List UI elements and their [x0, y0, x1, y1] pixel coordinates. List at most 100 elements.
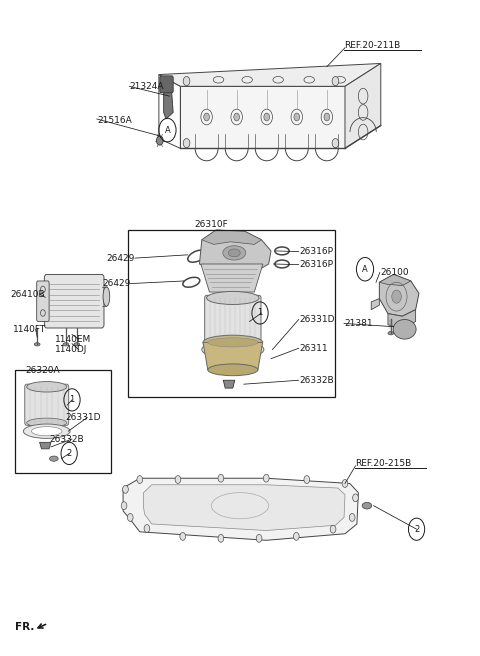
Ellipse shape — [212, 344, 254, 356]
Text: 26316P: 26316P — [300, 247, 334, 256]
Text: 26331D: 26331D — [300, 315, 335, 324]
Ellipse shape — [63, 342, 69, 346]
Text: 26320A: 26320A — [25, 366, 60, 375]
Circle shape — [175, 476, 181, 483]
Circle shape — [332, 77, 339, 86]
Text: REF.20-215B: REF.20-215B — [356, 459, 412, 468]
Polygon shape — [39, 442, 51, 449]
Text: 2: 2 — [67, 449, 72, 458]
Text: 26331D: 26331D — [66, 413, 101, 422]
Text: A: A — [165, 125, 170, 134]
Ellipse shape — [208, 364, 258, 376]
Polygon shape — [379, 274, 411, 285]
Polygon shape — [164, 91, 173, 119]
FancyBboxPatch shape — [204, 295, 261, 345]
Text: 1140DJ: 1140DJ — [55, 345, 87, 354]
FancyBboxPatch shape — [36, 281, 49, 321]
Bar — [15, 371, 111, 473]
Ellipse shape — [203, 335, 263, 350]
Ellipse shape — [49, 456, 58, 461]
Circle shape — [204, 113, 209, 121]
Ellipse shape — [208, 338, 258, 347]
FancyBboxPatch shape — [44, 274, 104, 328]
Polygon shape — [223, 380, 235, 388]
Text: 1140EM: 1140EM — [55, 335, 91, 344]
Polygon shape — [345, 64, 381, 148]
FancyBboxPatch shape — [160, 76, 173, 93]
Circle shape — [330, 525, 336, 533]
Circle shape — [353, 494, 359, 502]
Ellipse shape — [228, 249, 240, 256]
Polygon shape — [180, 87, 345, 148]
Text: A: A — [362, 265, 368, 274]
Circle shape — [256, 535, 262, 543]
Text: 26410B: 26410B — [10, 289, 45, 298]
Circle shape — [392, 290, 401, 303]
Ellipse shape — [393, 319, 416, 339]
Text: REF.20-211B: REF.20-211B — [344, 41, 400, 51]
Circle shape — [332, 138, 339, 148]
Polygon shape — [371, 298, 379, 310]
Text: 21381: 21381 — [344, 319, 372, 328]
Polygon shape — [123, 478, 359, 541]
Polygon shape — [199, 230, 271, 274]
Circle shape — [234, 113, 240, 121]
Circle shape — [218, 535, 224, 543]
Circle shape — [218, 474, 224, 482]
Ellipse shape — [32, 426, 62, 436]
Circle shape — [293, 533, 299, 541]
Text: 1: 1 — [257, 308, 263, 318]
Circle shape — [183, 138, 190, 148]
Circle shape — [144, 525, 150, 533]
Ellipse shape — [74, 342, 80, 346]
Text: 21516A: 21516A — [98, 115, 132, 125]
Circle shape — [349, 514, 355, 522]
Circle shape — [304, 476, 310, 483]
Text: 21324A: 21324A — [129, 82, 164, 91]
Text: 26429: 26429 — [107, 254, 135, 262]
Text: FR.: FR. — [15, 622, 34, 632]
Ellipse shape — [103, 287, 110, 306]
Circle shape — [122, 485, 128, 493]
Text: 26332B: 26332B — [49, 434, 84, 443]
Ellipse shape — [206, 337, 259, 348]
FancyBboxPatch shape — [25, 384, 69, 425]
Text: 1: 1 — [70, 396, 75, 404]
Text: 26100: 26100 — [381, 268, 409, 277]
Circle shape — [264, 113, 270, 121]
Ellipse shape — [24, 424, 70, 438]
Polygon shape — [379, 274, 419, 316]
Circle shape — [342, 480, 348, 487]
Circle shape — [294, 113, 300, 121]
Text: 26311: 26311 — [300, 344, 328, 353]
Polygon shape — [202, 230, 262, 245]
Polygon shape — [388, 310, 416, 329]
Text: 26316P: 26316P — [300, 260, 334, 269]
Circle shape — [183, 77, 190, 86]
Polygon shape — [144, 485, 345, 531]
Ellipse shape — [27, 418, 67, 427]
Ellipse shape — [362, 502, 372, 509]
Polygon shape — [203, 342, 263, 370]
Circle shape — [137, 476, 143, 483]
Ellipse shape — [27, 382, 67, 392]
Ellipse shape — [223, 246, 246, 260]
Circle shape — [156, 136, 163, 145]
Ellipse shape — [206, 291, 259, 304]
Ellipse shape — [388, 331, 394, 335]
Circle shape — [264, 474, 269, 482]
Polygon shape — [201, 264, 263, 292]
Ellipse shape — [34, 342, 40, 346]
Circle shape — [121, 502, 127, 510]
Circle shape — [127, 514, 133, 522]
Text: 1140FT: 1140FT — [13, 325, 47, 334]
Ellipse shape — [202, 340, 264, 359]
Bar — [128, 230, 336, 397]
Text: 2: 2 — [414, 525, 419, 534]
Text: 26310F: 26310F — [194, 220, 228, 229]
Text: 26429: 26429 — [102, 279, 130, 288]
Circle shape — [324, 113, 330, 121]
Polygon shape — [159, 64, 381, 87]
Text: 26332B: 26332B — [300, 376, 334, 385]
Circle shape — [180, 533, 186, 541]
